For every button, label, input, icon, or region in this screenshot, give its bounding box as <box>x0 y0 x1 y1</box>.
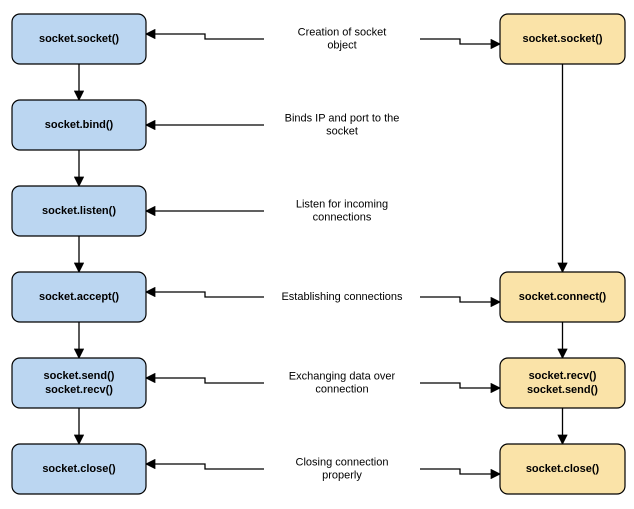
label-arrow-right-L5 <box>420 383 500 388</box>
label-L4-line: Establishing connections <box>281 291 403 303</box>
node-c5-text: socket.recv() <box>529 370 597 382</box>
node-s1: socket.socket() <box>12 14 146 64</box>
label-L6: Closing connectionproperly <box>296 456 389 481</box>
label-L3: Listen for incomingconnections <box>296 198 388 223</box>
label-L1-line: object <box>327 39 356 51</box>
label-L6-line: properly <box>322 469 362 481</box>
label-L2-line: Binds IP and port to the <box>285 112 400 124</box>
node-s1-text: socket.socket() <box>39 33 119 45</box>
label-L5-line: Exchanging data over <box>289 370 396 382</box>
node-c6: socket.close() <box>500 444 625 494</box>
node-s6: socket.close() <box>12 444 146 494</box>
label-L1-line: Creation of socket <box>298 26 387 38</box>
node-s5: socket.send() socket.recv() <box>12 358 146 408</box>
node-c4-text: socket.connect() <box>519 291 607 303</box>
node-c1-text: socket.socket() <box>522 33 602 45</box>
label-L2-line: socket <box>326 125 358 137</box>
node-s5-text: socket.recv() <box>45 384 113 396</box>
node-c4: socket.connect() <box>500 272 625 322</box>
label-arrow-right-L6 <box>420 469 500 474</box>
node-s2: socket.bind() <box>12 100 146 150</box>
label-arrow-left-L6 <box>146 464 264 469</box>
node-s6-text: socket.close() <box>42 463 116 475</box>
node-s2-text: socket.bind() <box>45 119 114 131</box>
node-c1: socket.socket() <box>500 14 625 64</box>
label-arrow-right-L1 <box>420 39 500 44</box>
label-L1: Creation of socketobject <box>298 26 387 51</box>
label-L4: Establishing connections <box>281 291 403 303</box>
label-L3-line: connections <box>313 211 372 223</box>
node-s3: socket.listen() <box>12 186 146 236</box>
label-L5: Exchanging data overconnection <box>289 370 396 395</box>
label-arrow-left-L1 <box>146 34 264 39</box>
node-c6-text: socket.close() <box>526 463 600 475</box>
node-s5-text: socket.send() <box>44 370 115 382</box>
label-arrow-left-L5 <box>146 378 264 383</box>
label-L2: Binds IP and port to thesocket <box>285 112 400 137</box>
label-L6-line: Closing connection <box>296 456 389 468</box>
node-s4-text: socket.accept() <box>39 291 119 303</box>
node-c5: socket.recv() socket.send() <box>500 358 625 408</box>
node-c5-text: socket.send() <box>527 384 598 396</box>
label-arrow-left-L4 <box>146 292 264 297</box>
label-L3-line: Listen for incoming <box>296 198 388 210</box>
label-arrow-right-L4 <box>420 297 500 302</box>
node-s4: socket.accept() <box>12 272 146 322</box>
label-L5-line: connection <box>315 383 368 395</box>
node-s3-text: socket.listen() <box>42 205 116 217</box>
